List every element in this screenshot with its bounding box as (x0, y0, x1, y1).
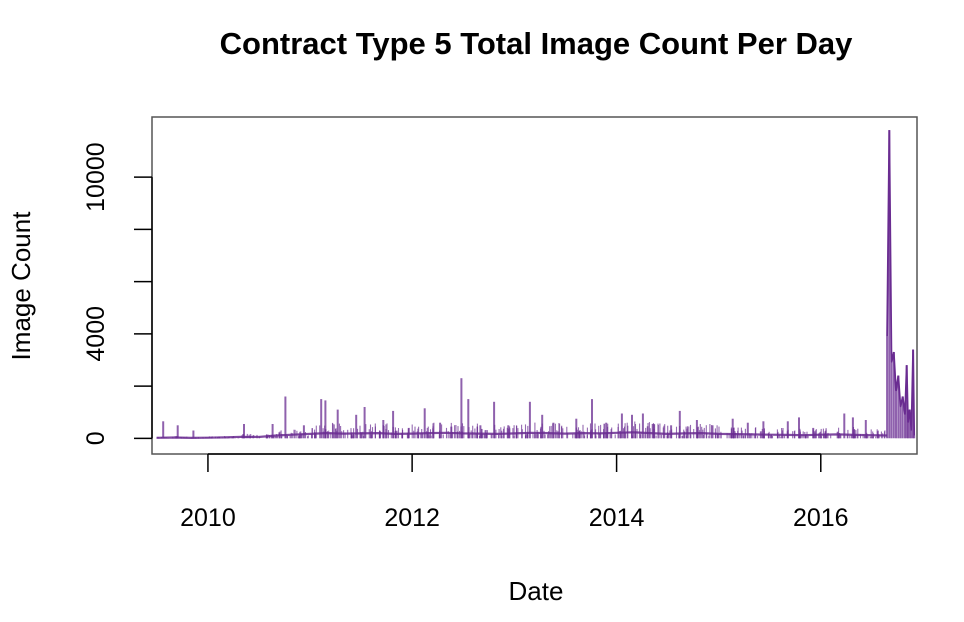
chart-title: Contract Type 5 Total Image Count Per Da… (220, 26, 854, 61)
x-tick-label: 2014 (589, 504, 645, 532)
x-tick-label: 2016 (793, 504, 849, 532)
series-burst-line (886, 130, 916, 436)
x-axis-label: Date (509, 576, 564, 606)
y-axis-label: Image Count (6, 211, 36, 361)
y-tick-label: 10000 (82, 142, 110, 212)
series-line-group (156, 130, 916, 440)
x-axis: 2010 2012 2014 2016 (180, 453, 849, 532)
x-tick-label: 2012 (384, 504, 440, 532)
y-tick-label: 0 (82, 431, 110, 445)
x-tick-label: 2010 (180, 504, 236, 532)
y-tick-label: 4000 (82, 306, 110, 362)
series-noise (157, 421, 886, 439)
y-axis: 0 4000 10000 (82, 142, 153, 445)
